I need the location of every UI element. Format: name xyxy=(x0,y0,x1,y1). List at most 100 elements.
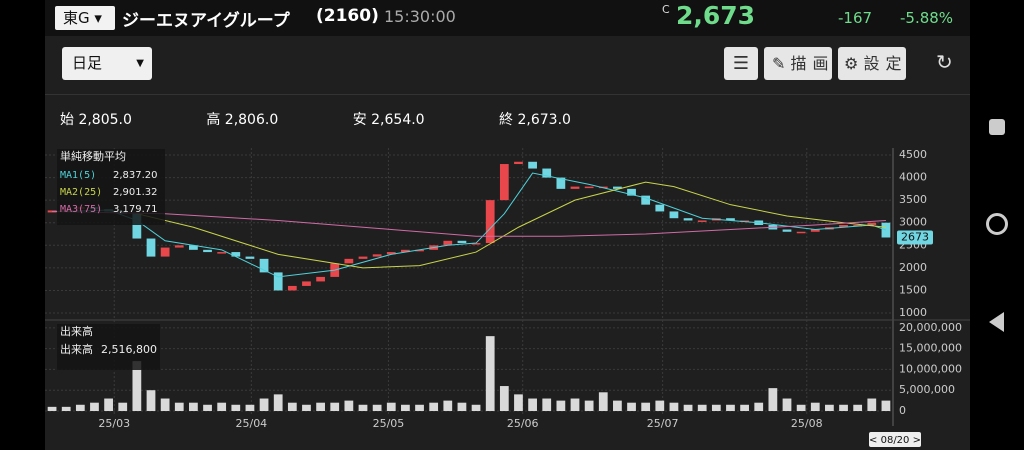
candle xyxy=(217,252,227,254)
value: 2,654.0 xyxy=(371,112,425,128)
last-price-label: 2673 xyxy=(901,230,929,243)
list-button[interactable]: ☰ xyxy=(724,47,758,80)
volume-bar xyxy=(839,404,848,412)
candle xyxy=(386,252,396,255)
legend-title: 単純移動平均 xyxy=(60,149,126,163)
volume-bar xyxy=(443,400,453,412)
y-tick-label: 20,000,000 xyxy=(899,321,962,334)
volume-bar xyxy=(287,402,297,412)
candle xyxy=(401,249,410,253)
candle xyxy=(782,229,792,232)
candle xyxy=(160,247,170,257)
candle xyxy=(316,276,325,282)
candle xyxy=(146,238,156,257)
volume-bar xyxy=(881,400,891,412)
volume-bar xyxy=(47,406,57,412)
volume-bar xyxy=(457,402,467,412)
y-tick-label: 2000 xyxy=(899,261,927,274)
divider xyxy=(45,94,970,95)
home-button[interactable] xyxy=(986,213,1008,235)
candle xyxy=(231,252,241,257)
candle xyxy=(273,272,283,291)
candle xyxy=(245,256,255,259)
volume-bar xyxy=(825,404,834,412)
candle xyxy=(302,281,311,286)
label: 安 xyxy=(352,112,367,128)
volume-bar xyxy=(189,402,198,412)
y-tick-label: 4500 xyxy=(899,148,927,161)
back-button[interactable] xyxy=(989,312,1004,332)
volume-bar xyxy=(146,390,156,412)
volume-bar xyxy=(810,402,820,412)
draw-label: 描画 xyxy=(790,54,832,73)
candle xyxy=(344,258,354,264)
volume-bar xyxy=(683,404,693,412)
recent-apps-button[interactable] xyxy=(989,119,1005,135)
change-pct: -5.88% xyxy=(900,9,954,27)
y-tick-label: 10,000,000 xyxy=(899,362,962,375)
volume-bar xyxy=(796,404,806,412)
stock-code: (2160) xyxy=(316,6,379,26)
candle xyxy=(726,218,735,221)
volume-bar xyxy=(598,392,608,412)
y-tick-label: 3500 xyxy=(899,193,927,206)
volume-bar xyxy=(118,402,128,412)
settings-button[interactable]: ⚙ 設定 xyxy=(838,47,906,80)
top-bar xyxy=(45,0,970,36)
volume-bar xyxy=(669,402,679,412)
x-tick-label: 25/08 xyxy=(791,417,823,430)
y-tick-label: 0 xyxy=(899,404,906,417)
volume-bar xyxy=(514,394,523,412)
volume-bar xyxy=(471,404,481,412)
candle xyxy=(132,213,142,239)
y-tick-label: 15,000,000 xyxy=(899,342,962,355)
volume-bar xyxy=(584,400,594,412)
candle xyxy=(174,245,184,248)
volume-bar xyxy=(259,398,269,412)
volume-bar xyxy=(782,398,792,412)
last-price-box xyxy=(897,230,933,245)
price: 2,673 xyxy=(676,1,756,30)
value: 2,806.0 xyxy=(224,112,279,128)
legend-name: MA1(5) xyxy=(60,170,96,181)
stock-name: ジーエヌアイグループ xyxy=(122,11,290,31)
period-select[interactable]: 日足 ▼ xyxy=(62,47,152,80)
volume-bar xyxy=(330,402,340,412)
market-select[interactable]: 東G ▾ xyxy=(55,6,115,30)
volume-bar xyxy=(429,402,439,412)
candle xyxy=(499,164,509,201)
cursor-date: < 08/20 > xyxy=(869,435,921,446)
volume-bar xyxy=(372,404,382,412)
candle xyxy=(259,258,269,273)
refresh-button[interactable]: ↻ xyxy=(936,50,953,74)
change: -167 xyxy=(838,9,873,27)
value: 2,673.0 xyxy=(517,112,571,128)
candle xyxy=(457,240,467,244)
volume-bar xyxy=(655,400,665,412)
volume-bar xyxy=(627,402,636,412)
app-body xyxy=(45,36,970,450)
ohlc-row: 始 2,805.0 高 2,806.0 安 2,654.0 終 2,673.0 xyxy=(60,109,571,129)
legend-value: 2,837.20 xyxy=(113,170,158,181)
volume-bar xyxy=(61,406,71,412)
volume-bar xyxy=(316,402,325,412)
volume-bar xyxy=(174,402,184,412)
volume-bar xyxy=(344,400,354,412)
volume-bar xyxy=(231,404,241,412)
candle xyxy=(358,256,368,259)
volume-bar xyxy=(499,386,509,412)
label: 始 xyxy=(60,112,74,128)
x-tick-label: 25/05 xyxy=(373,417,405,430)
candle xyxy=(443,240,453,246)
volume-bar xyxy=(485,336,495,412)
candle xyxy=(514,161,523,165)
candle xyxy=(881,222,891,238)
volume-bar xyxy=(75,404,85,412)
legend-value: 3,179.71 xyxy=(113,204,158,215)
time: 15:30:00 xyxy=(384,7,456,26)
draw-button[interactable]: ✎ 描画 xyxy=(764,47,832,80)
volume-bar xyxy=(853,404,863,412)
candle xyxy=(796,231,806,234)
value: 2,805.0 xyxy=(78,112,132,128)
